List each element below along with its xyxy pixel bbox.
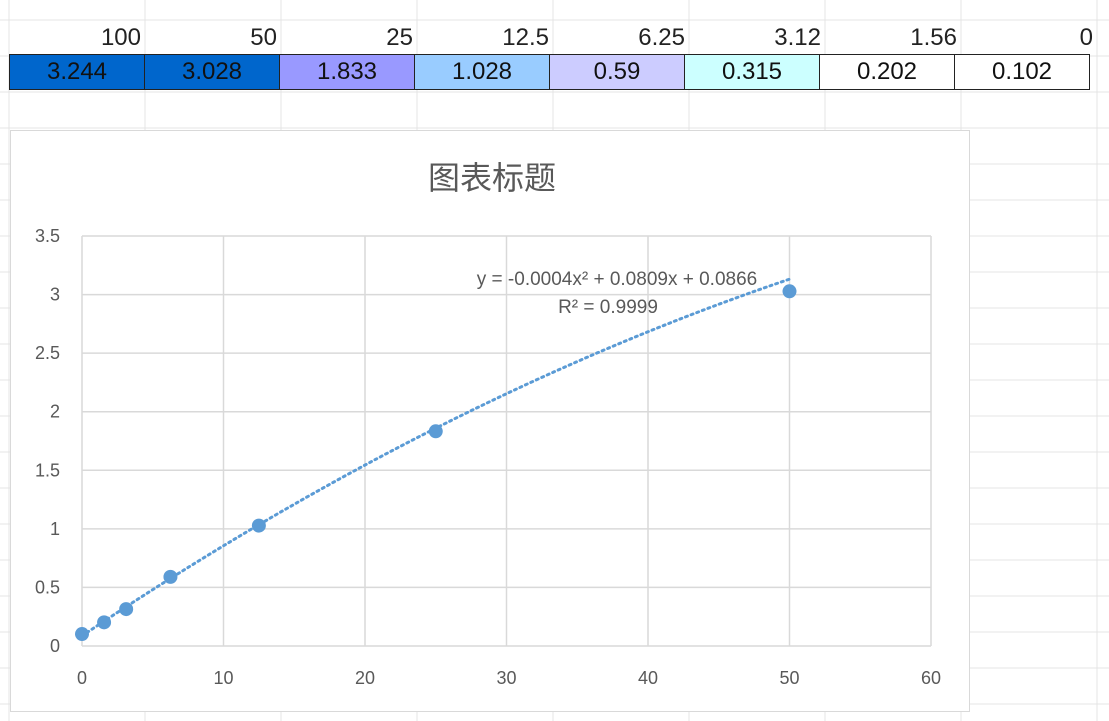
data-point[interactable]: [75, 627, 89, 642]
trendline-equation: y = -0.0004x² + 0.0809x + 0.0866: [477, 269, 757, 290]
value-cell[interactable]: 0.202: [819, 54, 955, 90]
value-cell[interactable]: 1.833: [279, 54, 415, 90]
header-cell[interactable]: 12.5: [502, 24, 549, 51]
value-cell[interactable]: 3.244: [9, 54, 145, 90]
chart-area[interactable]: 0 0.5 1 1.5 2 2.5 3 3.5 0 10 20 30 40 50 60 图表标题 y = -…: [10, 130, 970, 712]
x-tick-label: 40: [638, 668, 658, 688]
data-point[interactable]: [782, 284, 797, 299]
header-cell[interactable]: 50: [250, 24, 277, 51]
value-cell[interactable]: 0.315: [684, 54, 820, 90]
x-tick-label: 20: [355, 668, 375, 688]
y-tick-label: 2: [50, 402, 60, 422]
x-tick-label: 10: [213, 668, 233, 688]
chart-title: 图表标题: [428, 159, 556, 197]
axis-tick-labels: 0 0.5 1 1.5 2 2.5 3 3.5 0 10 20 30 40 50 60: [35, 226, 941, 688]
x-tick-label: 30: [496, 668, 516, 688]
y-tick-label: 2.5: [35, 343, 60, 363]
y-tick-label: 0.5: [35, 577, 60, 597]
value-cell[interactable]: 0.59: [549, 54, 685, 90]
data-point[interactable]: [163, 569, 178, 584]
x-tick-label: 0: [77, 668, 87, 688]
data-point[interactable]: [428, 424, 443, 439]
x-tick-label: 50: [779, 668, 799, 688]
header-cell[interactable]: 0: [1079, 24, 1093, 51]
scatter-chart: 0 0.5 1 1.5 2 2.5 3 3.5 0 10 20 30 40 50 60 图表标题 y = -…: [35, 159, 941, 688]
header-cell[interactable]: 6.25: [638, 24, 685, 51]
value-cell[interactable]: 1.028: [414, 54, 550, 90]
value-cell[interactable]: 3.028: [144, 54, 280, 90]
data-point[interactable]: [119, 602, 134, 617]
header-cell[interactable]: 25: [386, 24, 413, 51]
header-cell[interactable]: 3.12: [774, 24, 821, 51]
header-cell[interactable]: 1.56: [910, 24, 957, 51]
y-tick-label: 3.5: [35, 226, 60, 246]
y-tick-label: 1: [50, 519, 60, 539]
x-tick-label: 60: [921, 668, 941, 688]
data-point[interactable]: [251, 518, 266, 533]
data-points: [75, 284, 797, 642]
spreadsheet-header-row: 100 50 25 12.5 6.25 3.12 1.56 0: [9, 20, 1097, 56]
value-cell[interactable]: 0.102: [954, 54, 1090, 90]
y-tick-label: 1.5: [35, 460, 60, 480]
header-cell[interactable]: 100: [100, 24, 141, 51]
y-tick-label: 3: [50, 285, 60, 305]
trendline: [80, 277, 791, 638]
data-point[interactable]: [97, 615, 112, 630]
y-tick-label: 0: [50, 636, 60, 656]
spreadsheet-value-row: 3.244 3.028 1.833 1.028 0.59 0.315 0.202 0.102: [9, 54, 1090, 90]
trendline-r-squared: R² = 0.9999: [558, 297, 658, 318]
plot-gridlines: [81, 235, 932, 647]
